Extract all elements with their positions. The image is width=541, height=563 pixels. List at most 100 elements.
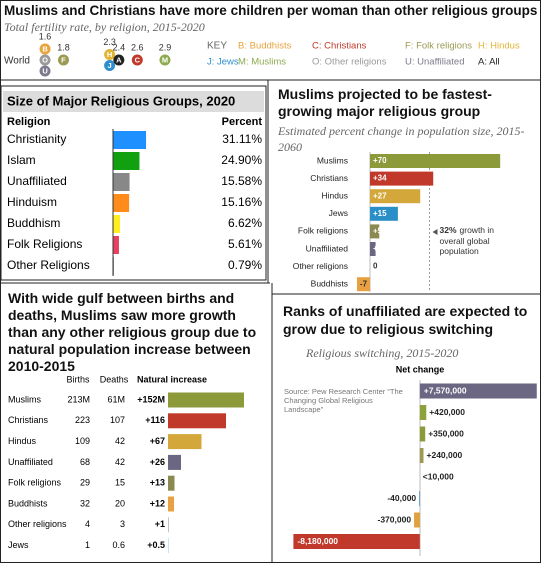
value-label: +70 xyxy=(373,156,387,165)
bar xyxy=(369,189,421,204)
value-label: 0 xyxy=(373,262,378,271)
chart-subtitle: Religious switching, 2015-2020 xyxy=(306,346,459,360)
bar xyxy=(419,448,424,463)
value-label: +1 xyxy=(155,519,165,529)
row-label: Hindus xyxy=(8,436,37,446)
source-note: Source: Pew Research Center “The Changin… xyxy=(284,387,403,414)
legend-entry: U: Unaffiliated xyxy=(405,57,465,68)
bar xyxy=(369,171,434,186)
bar xyxy=(168,496,174,512)
births: 213M xyxy=(67,394,90,404)
row-label: Jews xyxy=(329,208,348,218)
bar xyxy=(369,206,398,221)
value-label: -7 xyxy=(360,279,368,288)
category-label: World xyxy=(4,56,30,67)
bar xyxy=(419,405,427,420)
row-label: Christians xyxy=(310,173,348,183)
bar xyxy=(168,517,169,533)
value-label: +27 xyxy=(373,191,387,200)
value-label: +420,000 xyxy=(429,407,465,417)
deaths: 61M xyxy=(107,394,125,404)
bar xyxy=(168,475,175,491)
value-label: 6.62% xyxy=(228,216,262,230)
bar xyxy=(113,236,119,254)
legend-entry: C: Christians xyxy=(312,41,367,52)
row-label: Other religions xyxy=(8,519,67,529)
bar xyxy=(369,242,376,256)
value-label: 1.6 xyxy=(39,31,52,41)
dot xyxy=(113,54,125,66)
value-label: 1.8 xyxy=(57,42,70,52)
dot-letter: U xyxy=(42,66,47,75)
bar xyxy=(113,173,130,191)
births: 32 xyxy=(80,498,90,508)
legend-entry: B: Buddhists xyxy=(238,41,292,52)
value-label: +240,000 xyxy=(427,450,463,460)
value-label: +26 xyxy=(150,457,165,467)
bar xyxy=(356,277,370,292)
chart-subtitle: Total fertility rate, by religion, 2015-… xyxy=(4,20,205,34)
value-label: <10,000 xyxy=(423,471,454,481)
row-label: Other religions xyxy=(293,261,348,271)
dot xyxy=(104,60,116,71)
dot xyxy=(104,49,116,60)
chart-title: With wide gulf between births and deaths… xyxy=(8,290,257,374)
column-header: Natural increase xyxy=(137,374,207,384)
column-header: Births xyxy=(66,374,90,384)
dot-letter: A xyxy=(116,55,122,64)
value-label: +152M xyxy=(137,394,165,404)
dot-letter: F xyxy=(61,55,66,64)
births: 1 xyxy=(85,540,90,550)
deaths: 20 xyxy=(115,498,125,508)
bar xyxy=(293,534,420,549)
row-label: Buddhists xyxy=(311,278,348,288)
value-label: +13 xyxy=(150,478,165,488)
bar xyxy=(419,426,426,442)
row-label: Folk religions xyxy=(8,478,62,488)
row-label: Christianity xyxy=(7,132,66,146)
title-band xyxy=(3,91,264,112)
row-label: Unaffiliated xyxy=(7,174,67,188)
dot xyxy=(159,54,171,66)
row-label: Christians xyxy=(8,415,49,425)
dot xyxy=(131,54,143,66)
deaths: 15 xyxy=(115,478,125,488)
legend-entry: O: Other religions xyxy=(312,57,387,68)
value-label: 15.16% xyxy=(221,195,262,209)
births: 4 xyxy=(85,519,90,529)
bar xyxy=(419,383,537,399)
value-label: -40,000 xyxy=(387,493,416,503)
deaths: 3 xyxy=(120,519,125,529)
dot-letter: O xyxy=(42,55,48,64)
births: 109 xyxy=(75,436,90,446)
panel-border xyxy=(0,85,267,281)
row-label: Hinduism xyxy=(7,195,57,209)
dot-letter: J xyxy=(108,61,112,70)
value-label: +350,000 xyxy=(428,428,464,438)
key-title: KEY xyxy=(207,41,227,52)
chart-title: Muslims and Christians have more childre… xyxy=(4,3,538,18)
bar xyxy=(369,224,380,239)
value-label: 15.58% xyxy=(221,174,262,188)
value-label: +7,570,000 xyxy=(424,385,467,395)
row-label: Hindus xyxy=(322,190,348,200)
row-label: Folk Religions xyxy=(7,237,82,251)
value-label: 24.90% xyxy=(221,153,262,167)
row-label: Unaffiliated xyxy=(8,457,53,467)
deaths: 42 xyxy=(115,436,125,446)
deaths: 107 xyxy=(110,415,125,425)
value-label: +12 xyxy=(150,498,165,508)
bar xyxy=(113,215,121,233)
value-label: -8,180,000 xyxy=(297,536,338,546)
births: 68 xyxy=(80,457,90,467)
annotation-arrow xyxy=(432,229,438,235)
value-label: +67 xyxy=(150,436,165,446)
births: 223 xyxy=(75,415,90,425)
deaths: 0.6 xyxy=(112,540,125,550)
value-label: +5 xyxy=(373,227,383,236)
value-label: -370,000 xyxy=(378,514,412,524)
legend-entry: H: Hindus xyxy=(478,41,520,52)
dot xyxy=(57,54,69,66)
